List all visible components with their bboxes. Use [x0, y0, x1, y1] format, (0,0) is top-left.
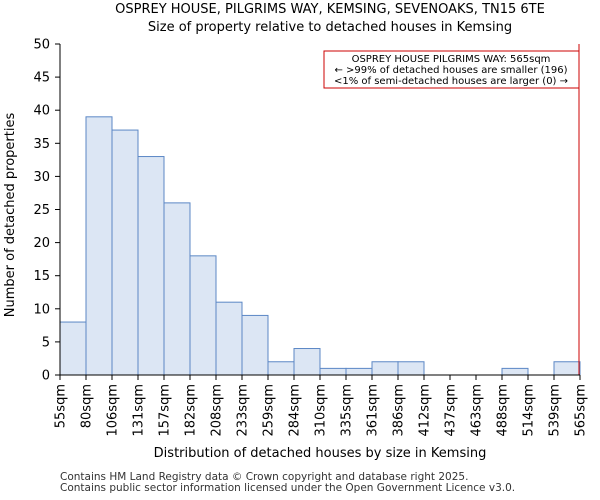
bar-157sqm	[163, 202, 191, 376]
x-tick-label: 539sqm	[548, 384, 563, 437]
x-tick-label: 106sqm	[106, 384, 121, 437]
x-tick-label: 157sqm	[158, 384, 173, 437]
x-tick-label: 310sqm	[314, 384, 329, 437]
annotation-line2: ← >99% of detached houses are smaller (1…	[334, 65, 567, 76]
chart-title-line2: Size of property relative to detached ho…	[148, 20, 512, 35]
x-tick-label: 259sqm	[262, 384, 277, 437]
bar-335sqm	[345, 367, 373, 376]
bar-259sqm	[267, 361, 295, 376]
x-tick-label: 131sqm	[132, 384, 147, 437]
x-tick-label: 284sqm	[288, 384, 303, 437]
x-tick-label: 182sqm	[184, 384, 199, 437]
x-tick-label: 55sqm	[54, 384, 69, 428]
footer-line2: Contains public sector information licen…	[60, 482, 516, 494]
bar-208sqm	[215, 301, 243, 376]
x-tick-label: 565sqm	[574, 384, 589, 437]
y-tick-label: 0	[42, 369, 50, 384]
y-tick-label: 20	[33, 236, 50, 251]
bar-386sqm	[397, 361, 425, 376]
y-ticks-group: 0 5 10 15 20 25 30 35 40 45 50	[33, 38, 60, 384]
y-tick-label: 40	[33, 104, 50, 119]
y-axis-label: Number of detached properties	[3, 113, 18, 318]
x-tick-label: 80sqm	[80, 384, 95, 428]
y-tick-label: 25	[33, 203, 50, 218]
y-tick-label: 10	[33, 302, 50, 317]
y-tick-label: 15	[33, 269, 50, 284]
annotation-line1: OSPREY HOUSE PILGRIMS WAY: 565sqm	[352, 54, 551, 65]
x-tick-label: 233sqm	[236, 384, 251, 437]
footer-line1: Contains HM Land Registry data © Crown c…	[60, 471, 469, 483]
x-tick-label: 514sqm	[522, 384, 537, 437]
x-tick-label: 488sqm	[496, 384, 511, 437]
bar-361sqm	[371, 361, 399, 376]
bar-131sqm	[137, 156, 165, 376]
x-tick-label: 412sqm	[418, 384, 433, 437]
y-tick-label: 45	[33, 71, 50, 86]
bar-310sqm	[319, 367, 347, 376]
x-axis-label: Distribution of detached houses by size …	[154, 446, 487, 461]
bar-55sqm	[59, 321, 87, 376]
x-tick-label: 335sqm	[340, 384, 355, 437]
y-tick-label: 30	[33, 170, 50, 185]
x-tick-label: 463sqm	[470, 384, 485, 437]
annotation-box: OSPREY HOUSE PILGRIMS WAY: 565sqm ← >99%…	[323, 50, 580, 89]
y-tick-label: 50	[33, 38, 50, 53]
bar-488sqm	[501, 367, 529, 376]
bars-group	[59, 116, 581, 376]
bar-539sqm	[553, 361, 581, 376]
annotation-rect	[323, 50, 580, 89]
x-tick-label: 208sqm	[210, 384, 225, 437]
footer: Contains HM Land Registry data © Crown c…	[60, 472, 515, 494]
x-tick-label: 437sqm	[444, 384, 459, 437]
x-tick-label: 386sqm	[392, 384, 407, 437]
y-tick-label: 5	[42, 335, 50, 350]
bar-284sqm	[293, 348, 321, 376]
bar-233sqm	[241, 314, 269, 376]
chart-title-line1: OSPREY HOUSE, PILGRIMS WAY, KEMSING, SEV…	[115, 2, 545, 17]
x-ticks-group: 55sqm 80sqm 106sqm 131sqm 157sqm 182sqm 208sqm…	[54, 375, 589, 437]
bar-182sqm	[189, 255, 217, 376]
bar-80sqm	[85, 116, 113, 376]
bar-106sqm	[111, 129, 139, 376]
annotation-line3: <1% of semi-detached houses are larger (…	[334, 76, 568, 87]
y-tick-label: 35	[33, 137, 50, 152]
x-tick-label: 361sqm	[366, 384, 381, 437]
